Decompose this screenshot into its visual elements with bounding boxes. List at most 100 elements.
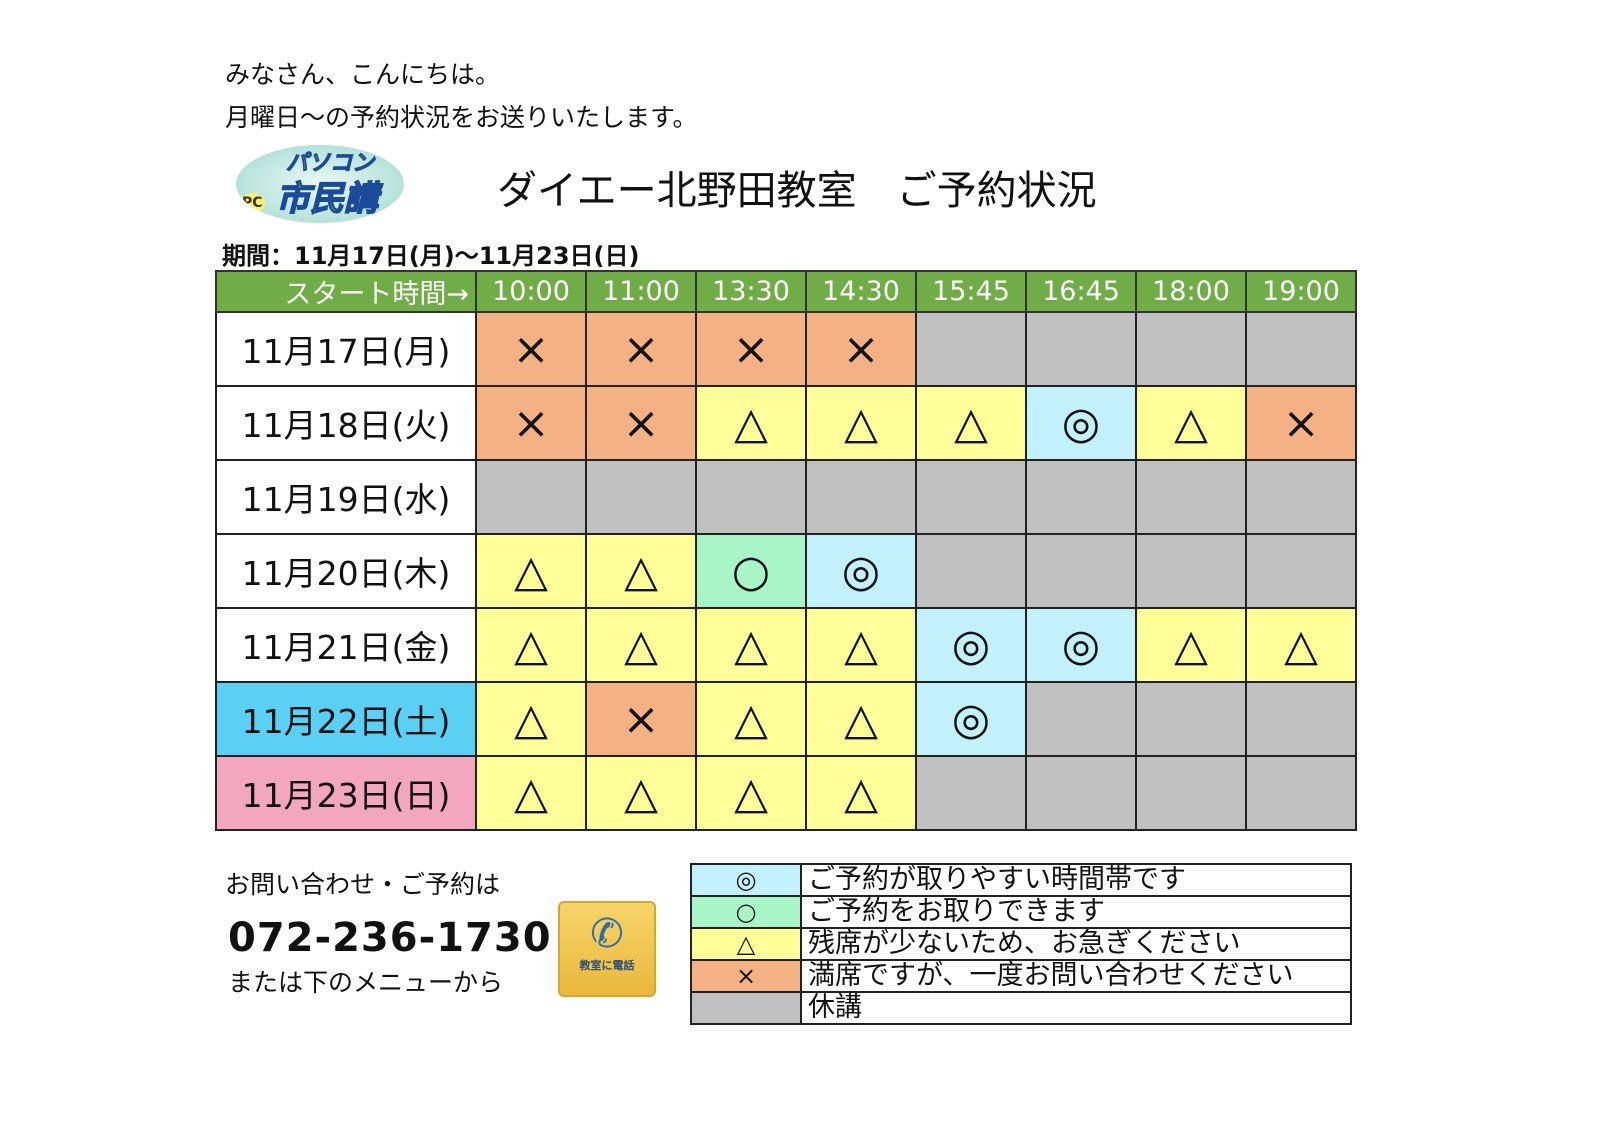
greeting-line: 月曜日～の予約状況をお送りいたします。 <box>225 103 698 132</box>
day-label: 11月18日(火) <box>215 385 477 461</box>
slot-cell: × <box>695 311 807 387</box>
logo-text: 市民講座 <box>275 178 379 220</box>
period: 期間：11月17日(月)～11月23日(日) <box>222 242 640 270</box>
time-header: 14:30 <box>805 270 917 313</box>
slot-cell: × <box>585 385 697 461</box>
table-row: 11月23日(日) △ △ △ △ <box>215 755 1357 831</box>
legend-text: 満席ですが、一度お問い合わせください <box>800 959 1352 993</box>
legend-text: 休講 <box>800 991 1352 1025</box>
legend-text: ご予約が取りやすい時間帯です <box>800 863 1352 897</box>
legend-symbol: ○ <box>690 895 802 929</box>
day-label: 11月17日(月) <box>215 311 477 387</box>
slot-cell <box>1245 755 1357 831</box>
slot-cell: △ <box>695 385 807 461</box>
slot-cell <box>915 755 1027 831</box>
day-label: 11月19日(水) <box>215 459 477 535</box>
slot-cell <box>915 459 1027 535</box>
slot-cell <box>585 459 697 535</box>
slot-cell: ◎ <box>1025 607 1137 683</box>
slot-cell: △ <box>1135 607 1247 683</box>
call-button-label: 教室に電話 <box>579 959 635 972</box>
slot-cell: △ <box>475 681 587 757</box>
table-row: 11月17日(月) × × × × <box>215 311 1357 387</box>
slot-cell <box>915 533 1027 609</box>
slot-cell <box>915 311 1027 387</box>
slot-cell: △ <box>475 755 587 831</box>
time-header: 18:00 <box>1135 270 1247 313</box>
slot-cell <box>1025 459 1137 535</box>
slot-cell <box>1135 681 1247 757</box>
slot-cell <box>1135 311 1247 387</box>
legend: ◎ ご予約が取りやすい時間帯です ○ ご予約をお取りできます △ 残席が少ないため、お急ぎ… <box>690 863 1352 1025</box>
schedule-table: スタート時間→ 10:00 11:00 13:30 14:30 15:45 16:45 18:… <box>215 270 1357 831</box>
phone-number[interactable]: 072-236-1730 <box>228 915 552 961</box>
day-label: 11月20日(木) <box>215 533 477 609</box>
table-row: 11月20日(木) △ △ ○ ◎ <box>215 533 1357 609</box>
time-header: 15:45 <box>915 270 1027 313</box>
slot-cell: ◎ <box>915 681 1027 757</box>
legend-symbol: × <box>690 959 802 993</box>
legend-item: 休講 <box>690 991 1352 1025</box>
slot-cell: △ <box>805 681 917 757</box>
slot-cell <box>695 459 807 535</box>
call-classroom-button[interactable]: ✆ 教室に電話 <box>558 901 656 997</box>
slot-cell: × <box>475 311 587 387</box>
slot-cell: △ <box>1245 607 1357 683</box>
slot-cell: △ <box>915 385 1027 461</box>
slot-cell: △ <box>805 607 917 683</box>
slot-cell: ◎ <box>1025 385 1137 461</box>
slot-cell: × <box>585 311 697 387</box>
slot-cell <box>1245 311 1357 387</box>
table-row: 11月18日(火) × × △ △ △ ◎ △ × <box>215 385 1357 461</box>
time-header: 16:45 <box>1025 270 1137 313</box>
slot-cell: × <box>475 385 587 461</box>
day-label: 11月21日(金) <box>215 607 477 683</box>
legend-text: 残席が少ないため、お急ぎください <box>800 927 1352 961</box>
slot-cell <box>475 459 587 535</box>
slot-cell <box>805 459 917 535</box>
page-title: ダイエー北野田教室 ご予約状況 <box>497 168 1097 214</box>
legend-item: △ 残席が少ないため、お急ぎください <box>690 927 1352 961</box>
slot-cell <box>1245 681 1357 757</box>
mouse-icon: PC <box>240 193 265 213</box>
slot-cell: ○ <box>695 533 807 609</box>
menu-note: または下のメニューから <box>228 968 504 997</box>
slot-cell: △ <box>695 681 807 757</box>
time-header: 13:30 <box>695 270 807 313</box>
legend-symbol: △ <box>690 927 802 961</box>
legend-item: × 満席ですが、一度お問い合わせください <box>690 959 1352 993</box>
legend-symbol <box>690 991 802 1025</box>
logo-text: パソコン <box>285 151 375 177</box>
slot-cell <box>1025 533 1137 609</box>
slot-cell: × <box>805 311 917 387</box>
slot-cell <box>1135 755 1247 831</box>
corner-header: スタート時間→ <box>215 270 477 313</box>
slot-cell <box>1025 755 1137 831</box>
slot-cell: △ <box>805 755 917 831</box>
time-header: 19:00 <box>1245 270 1357 313</box>
slot-cell: △ <box>585 755 697 831</box>
slot-cell <box>1025 681 1137 757</box>
slot-cell <box>1025 311 1137 387</box>
day-label: 11月23日(日) <box>215 755 477 831</box>
day-label: 11月22日(土) <box>215 681 477 757</box>
slot-cell: ◎ <box>805 533 917 609</box>
slot-cell: △ <box>695 755 807 831</box>
time-header: 11:00 <box>585 270 697 313</box>
slot-cell: △ <box>1135 385 1247 461</box>
table-row: 11月19日(水) <box>215 459 1357 535</box>
phone-icon: ✆ <box>590 911 624 957</box>
legend-symbol: ◎ <box>690 863 802 897</box>
slot-cell: △ <box>475 533 587 609</box>
table-row: 11月22日(土) △ × △ △ ◎ <box>215 681 1357 757</box>
slot-cell: × <box>1245 385 1357 461</box>
contact-label: お問い合わせ・ご予約は <box>225 870 501 899</box>
slot-cell: △ <box>475 607 587 683</box>
slot-cell: △ <box>805 385 917 461</box>
slot-cell <box>1245 533 1357 609</box>
slot-cell: △ <box>585 533 697 609</box>
slot-cell: ◎ <box>915 607 1027 683</box>
logo: パソコン 市民講座 PC <box>236 145 404 223</box>
legend-text: ご予約をお取りできます <box>800 895 1352 929</box>
